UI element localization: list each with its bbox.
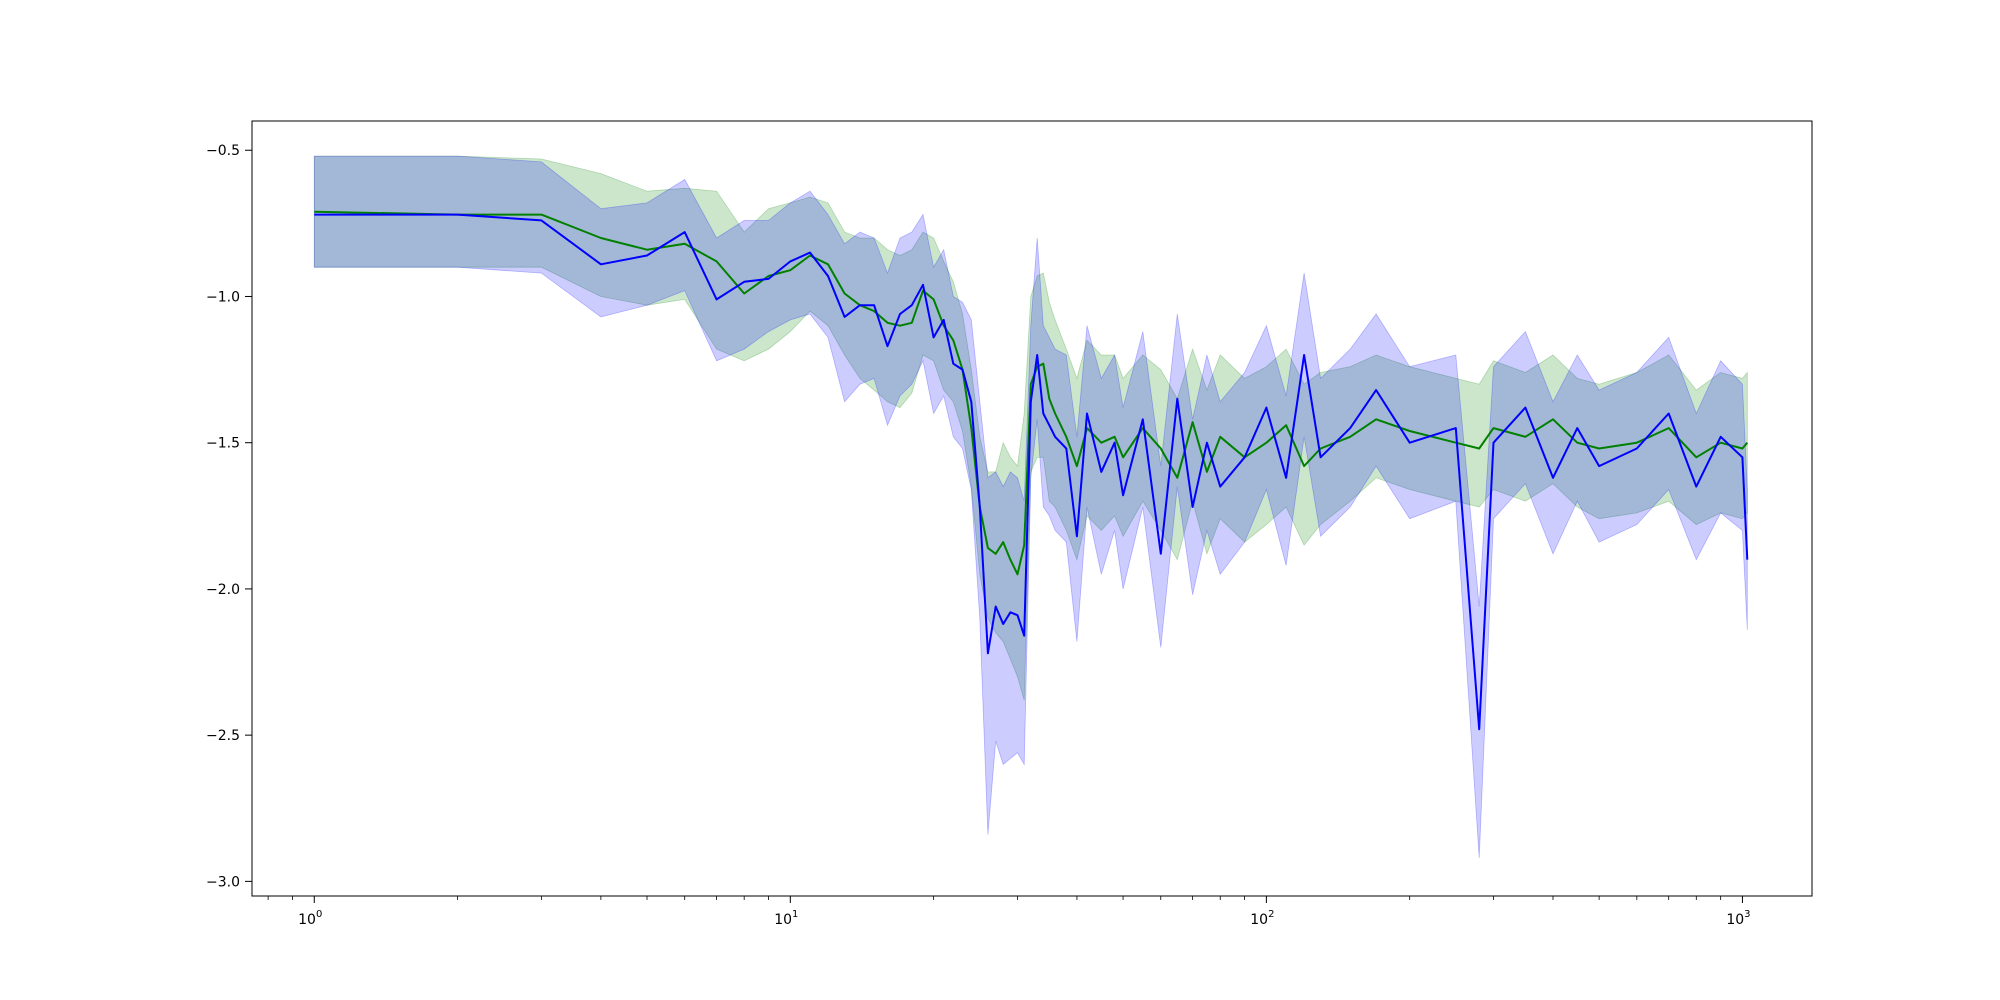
y-axis: −0.5 −1.0 −1.5 −2.0 −2.5 −3.0 (206, 143, 252, 890)
x-tick-label: 102 (1250, 909, 1274, 928)
y-tick-label: −1.0 (206, 289, 240, 305)
y-tick-label: −0.5 (206, 143, 240, 159)
plot-frame (251, 120, 1813, 897)
y-tick-label: −2.0 (206, 582, 240, 598)
y-tick-label: −1.5 (206, 436, 240, 452)
y-tick-label: −2.5 (206, 728, 240, 744)
confidence-bands (313, 155, 1748, 859)
series-0-line (314, 210, 1749, 576)
x-tick-label: 101 (774, 909, 798, 928)
y-tick-label: −3.0 (206, 874, 240, 890)
x-tick-label: 100 (298, 909, 322, 928)
x-tick-label: 103 (1726, 909, 1750, 928)
x-axis: 100 101 102 103 (267, 896, 1751, 928)
series-1-band (313, 155, 1748, 859)
series-1-line (314, 213, 1749, 731)
series-lines (314, 210, 1749, 731)
